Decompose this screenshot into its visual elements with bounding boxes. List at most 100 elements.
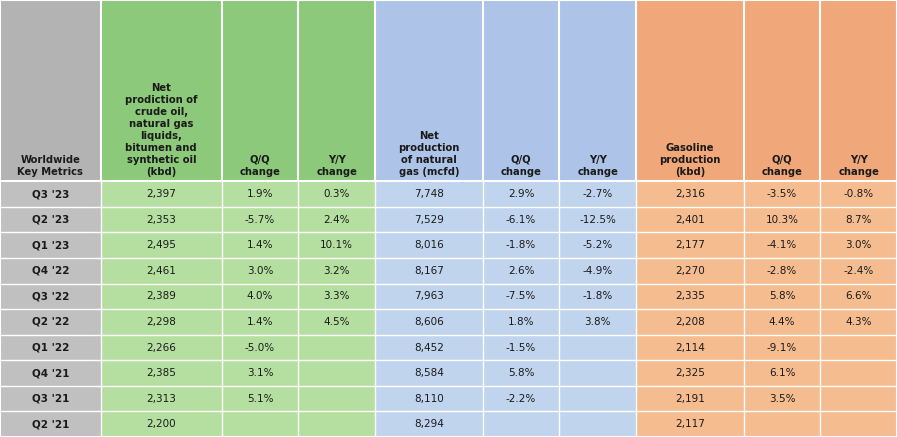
Bar: [560, 232, 636, 258]
Bar: [222, 207, 299, 232]
Bar: [636, 360, 744, 386]
Bar: [483, 360, 560, 386]
Bar: [100, 207, 222, 232]
Text: Y/Y
change: Y/Y change: [839, 155, 879, 177]
Text: Net
prodiction of
crude oil,
natural gas
liquids,
bitumen and
synthetic oil
(kbd: Net prodiction of crude oil, natural gas…: [125, 83, 197, 177]
Bar: [636, 335, 744, 360]
Text: -6.1%: -6.1%: [506, 215, 536, 225]
Text: -4.9%: -4.9%: [582, 266, 613, 276]
Bar: [375, 284, 483, 309]
Bar: [821, 0, 897, 181]
Text: Q/Q
change: Q/Q change: [762, 155, 803, 177]
Bar: [0, 181, 100, 207]
Text: -7.5%: -7.5%: [506, 291, 536, 302]
Bar: [483, 0, 560, 181]
Text: 0.3%: 0.3%: [324, 189, 350, 199]
Bar: [636, 181, 744, 207]
Bar: [636, 309, 744, 335]
Text: 2,401: 2,401: [675, 215, 705, 225]
Text: -9.1%: -9.1%: [767, 343, 797, 353]
Bar: [560, 284, 636, 309]
Bar: [222, 360, 299, 386]
Text: Y/Y
change: Y/Y change: [578, 155, 618, 177]
Bar: [375, 232, 483, 258]
Bar: [222, 386, 299, 412]
Text: 3.2%: 3.2%: [324, 266, 350, 276]
Bar: [560, 0, 636, 181]
Bar: [299, 284, 375, 309]
Bar: [0, 412, 100, 437]
Text: 4.3%: 4.3%: [846, 317, 872, 327]
Bar: [560, 258, 636, 284]
Bar: [483, 335, 560, 360]
Text: 2,313: 2,313: [146, 394, 176, 404]
Bar: [222, 309, 299, 335]
Bar: [375, 258, 483, 284]
Text: 7,963: 7,963: [414, 291, 444, 302]
Text: 2,316: 2,316: [675, 189, 705, 199]
Text: Q3 '23: Q3 '23: [31, 189, 69, 199]
Text: 2,177: 2,177: [675, 240, 705, 250]
Text: Q2 '22: Q2 '22: [31, 317, 69, 327]
Bar: [560, 412, 636, 437]
Bar: [560, 335, 636, 360]
Bar: [299, 335, 375, 360]
Text: 2,389: 2,389: [146, 291, 176, 302]
Text: 1.9%: 1.9%: [247, 189, 274, 199]
Bar: [299, 232, 375, 258]
Text: 2,200: 2,200: [146, 419, 176, 429]
Bar: [0, 258, 100, 284]
Text: 2,335: 2,335: [675, 291, 705, 302]
Bar: [821, 386, 897, 412]
Text: 8,167: 8,167: [414, 266, 444, 276]
Bar: [560, 181, 636, 207]
Text: -12.5%: -12.5%: [579, 215, 616, 225]
Bar: [222, 412, 299, 437]
Text: Q1 '22: Q1 '22: [31, 343, 69, 353]
Text: -2.2%: -2.2%: [506, 394, 536, 404]
Bar: [222, 232, 299, 258]
Text: 10.3%: 10.3%: [766, 215, 798, 225]
Text: 6.6%: 6.6%: [846, 291, 872, 302]
Text: 1.4%: 1.4%: [247, 240, 274, 250]
Text: 8.7%: 8.7%: [846, 215, 872, 225]
Bar: [636, 258, 744, 284]
Bar: [483, 386, 560, 412]
Text: Worldwide
Key Metrics: Worldwide Key Metrics: [17, 155, 83, 177]
Bar: [375, 207, 483, 232]
Bar: [483, 258, 560, 284]
Text: 2,270: 2,270: [675, 266, 705, 276]
Text: Q4 '22: Q4 '22: [31, 266, 69, 276]
Bar: [299, 258, 375, 284]
Bar: [299, 412, 375, 437]
Text: 8,584: 8,584: [414, 368, 444, 378]
Bar: [483, 232, 560, 258]
Text: Q3 '21: Q3 '21: [31, 394, 69, 404]
Bar: [100, 309, 222, 335]
Bar: [744, 335, 821, 360]
Text: 4.0%: 4.0%: [247, 291, 274, 302]
Text: 3.3%: 3.3%: [324, 291, 350, 302]
Bar: [0, 232, 100, 258]
Bar: [821, 284, 897, 309]
Text: 2,353: 2,353: [146, 215, 176, 225]
Bar: [744, 386, 821, 412]
Text: 5.8%: 5.8%: [769, 291, 796, 302]
Text: 4.5%: 4.5%: [324, 317, 350, 327]
Bar: [483, 412, 560, 437]
Text: 7,529: 7,529: [414, 215, 444, 225]
Text: 2,191: 2,191: [675, 394, 705, 404]
Bar: [100, 181, 222, 207]
Text: -5.0%: -5.0%: [245, 343, 275, 353]
Bar: [744, 309, 821, 335]
Bar: [483, 181, 560, 207]
Text: -2.8%: -2.8%: [767, 266, 797, 276]
Bar: [100, 258, 222, 284]
Text: 8,606: 8,606: [414, 317, 444, 327]
Text: 2,325: 2,325: [675, 368, 705, 378]
Bar: [821, 412, 897, 437]
Text: Q/Q
change: Q/Q change: [239, 155, 281, 177]
Bar: [100, 360, 222, 386]
Bar: [636, 232, 744, 258]
Text: 1.8%: 1.8%: [508, 317, 535, 327]
